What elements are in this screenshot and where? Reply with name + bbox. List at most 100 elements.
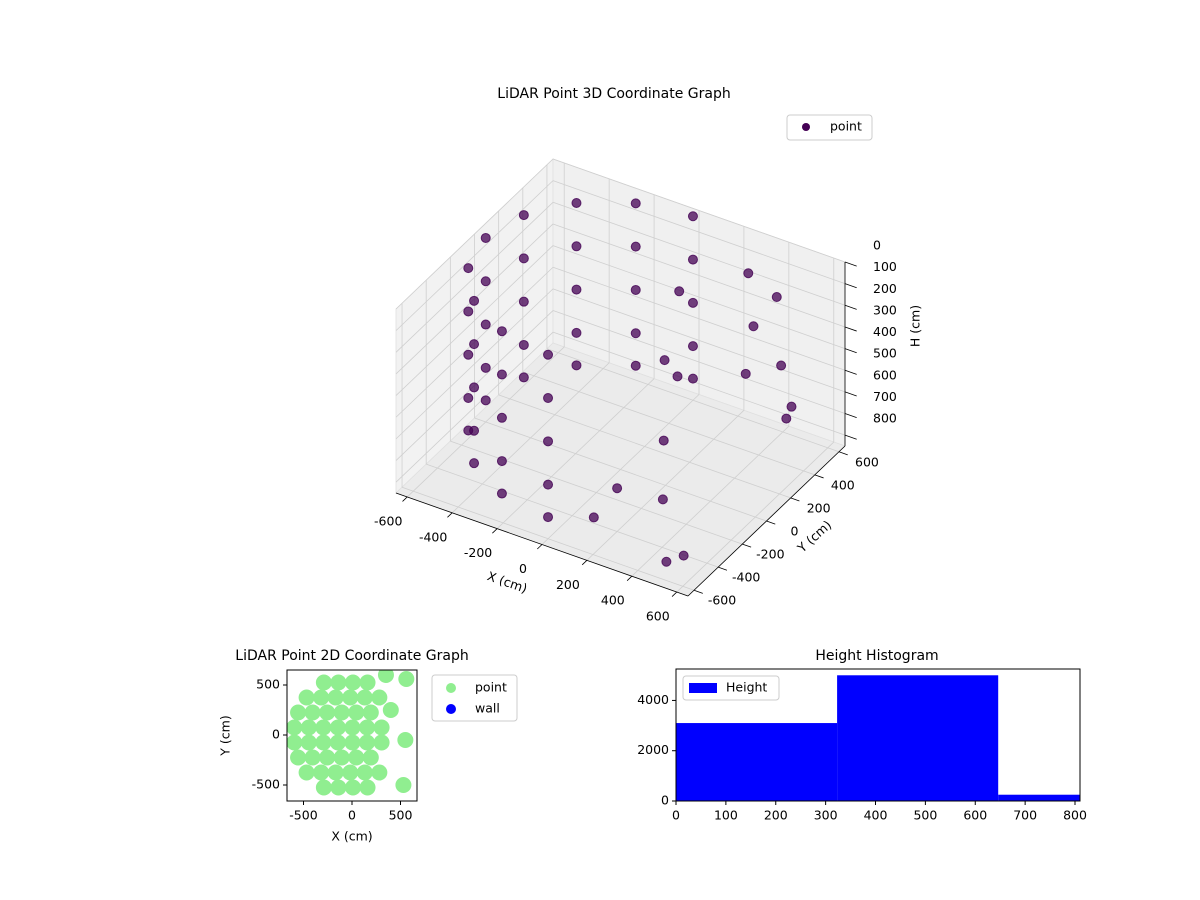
point [356,764,373,781]
z-tick-label: 200 [873,281,897,296]
grid-line [552,245,846,349]
point [463,425,474,436]
tick-mark [766,520,776,525]
grid-line [546,348,840,453]
x-tick-label: 700 [1013,808,1037,823]
point [333,704,350,721]
y-tick-label: -200 [756,547,784,562]
point [543,349,554,360]
point [518,372,529,383]
plot-area [287,670,415,796]
y-axis-label: Y (cm) [218,715,233,756]
point [776,360,787,371]
point [327,689,344,706]
point [344,674,361,691]
point [743,268,754,279]
tick-mark [844,326,857,332]
tick-mark [844,391,857,397]
point [612,483,623,494]
point [319,704,336,721]
point [304,749,321,766]
x-tick-label: 200 [764,808,788,823]
axes-frame [675,668,1081,802]
point [329,719,346,736]
point [315,674,332,691]
point [298,764,315,781]
y-tick-label: 400 [831,477,855,492]
point [480,395,491,406]
tick-mark [844,283,857,289]
point [480,276,491,287]
point [298,689,315,706]
point [342,764,359,781]
point [315,719,332,736]
tick-mark [844,413,857,419]
grid-line [552,310,846,414]
point [330,779,347,796]
grid-line [552,331,846,436]
x-tick-label: 600 [963,808,987,823]
y-tick-label: 500 [256,677,280,692]
grid-line [552,180,846,285]
grid-line [395,331,554,483]
point [518,253,529,264]
tick-mark [742,543,752,548]
point [348,749,365,766]
point [356,689,373,706]
point [287,734,303,751]
grid-line [552,223,846,328]
point [496,369,507,380]
x-tick-label: 200 [556,577,580,592]
tick-mark [402,496,408,502]
grid-line [552,201,846,306]
x-tick-label: 500 [913,808,937,823]
point [543,512,554,523]
tick-mark [844,348,857,354]
x-axis-label: X (cm) [331,829,372,844]
grid-line [395,202,554,353]
y-tick-label: 200 [807,500,831,515]
point [344,719,361,736]
point [397,732,414,748]
legend-label: point [830,119,862,134]
bar [837,675,999,801]
point [359,734,376,751]
point [496,456,507,467]
point [348,704,365,721]
x-tick-label: 400 [864,808,888,823]
x-tick-label: 800 [1063,808,1087,823]
point [315,734,332,751]
grid-line [498,394,791,499]
grid-line [395,158,554,310]
x-tick-label: 0 [519,561,527,576]
point [518,339,529,350]
point [657,494,668,505]
y-tick-label: -400 [732,570,760,585]
y-tick-label: -600 [708,593,736,608]
point [687,373,698,384]
point [740,368,751,379]
point [748,321,759,332]
point [687,341,698,352]
y-tick-label: 0 [661,793,669,808]
point [496,412,507,423]
point [781,413,792,424]
tick-mark [492,528,498,534]
z-tick-label: 300 [873,302,897,317]
z-tick-label: 400 [873,324,897,339]
point [377,670,394,683]
tick-mark [626,575,633,581]
x-axis-line [395,492,689,597]
point [342,689,359,706]
point [319,749,336,766]
point [543,436,554,447]
z-tick-label: 800 [873,411,897,426]
point [630,198,641,209]
grid-line [522,371,815,476]
grid-line [395,180,554,331]
point [469,382,480,393]
point [362,704,379,721]
point [300,734,317,751]
x-tick-label: 400 [601,593,625,608]
